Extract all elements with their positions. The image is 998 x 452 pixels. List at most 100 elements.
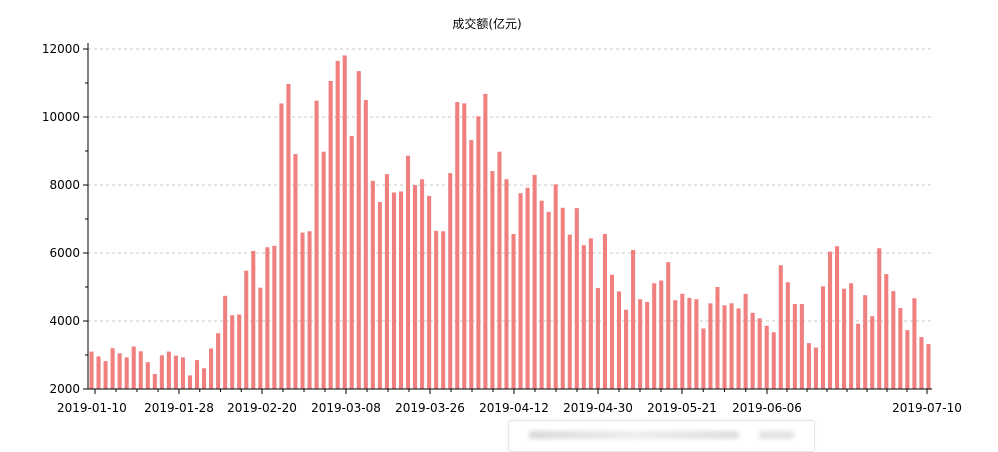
bar bbox=[680, 293, 685, 389]
grid-lines bbox=[88, 48, 932, 322]
bar bbox=[567, 234, 572, 389]
x-tick-label: 2019-01-28 bbox=[144, 401, 214, 415]
x-tick-label: 2019-04-12 bbox=[479, 401, 549, 415]
bar bbox=[708, 303, 713, 389]
bar bbox=[265, 247, 270, 389]
bar bbox=[616, 291, 622, 389]
tooltip-overlay bbox=[508, 420, 815, 452]
bar bbox=[194, 360, 200, 389]
bar bbox=[356, 71, 361, 389]
bar bbox=[223, 295, 228, 389]
bar bbox=[820, 286, 826, 389]
bar bbox=[258, 287, 263, 389]
bar bbox=[835, 246, 840, 389]
bar bbox=[750, 312, 755, 389]
bar bbox=[427, 195, 432, 389]
x-tick-label: 2019-06-06 bbox=[732, 401, 802, 415]
bar bbox=[581, 245, 586, 389]
bar bbox=[448, 173, 453, 389]
bar bbox=[652, 283, 657, 389]
bar bbox=[89, 351, 94, 389]
bar bbox=[624, 309, 629, 389]
bar bbox=[743, 293, 748, 389]
bar bbox=[609, 274, 615, 389]
bar bbox=[687, 297, 692, 389]
bar bbox=[891, 291, 896, 389]
bar bbox=[694, 299, 699, 389]
x-tick-label: 2019-03-08 bbox=[311, 401, 381, 415]
bar bbox=[659, 280, 664, 389]
bar bbox=[666, 262, 671, 389]
bar bbox=[504, 179, 509, 389]
bar bbox=[497, 151, 502, 389]
bar bbox=[722, 305, 727, 389]
bar bbox=[764, 325, 769, 389]
bar bbox=[286, 84, 291, 390]
x-tick-label: 2019-02-20 bbox=[227, 401, 297, 415]
bar bbox=[138, 351, 143, 389]
bar bbox=[912, 298, 917, 389]
bar bbox=[131, 346, 136, 389]
bar bbox=[842, 288, 847, 389]
bar bbox=[251, 250, 256, 389]
chart-container: 成交额(亿元) 2000 4000 6000 8000 10000 12000 2019-… bbox=[42, 16, 962, 452]
bar bbox=[532, 174, 537, 389]
bar bbox=[455, 102, 460, 389]
bar bbox=[856, 323, 861, 389]
bar bbox=[595, 288, 600, 389]
overlay-blur-text-2 bbox=[759, 431, 794, 439]
bar bbox=[321, 151, 326, 389]
bar bbox=[863, 295, 868, 389]
bar bbox=[279, 103, 284, 390]
bar bbox=[511, 233, 516, 389]
bar bbox=[469, 140, 474, 389]
bar bbox=[588, 238, 593, 389]
bar bbox=[293, 154, 298, 389]
x-tick-label: 2019-07-10 bbox=[892, 401, 962, 415]
bar bbox=[342, 55, 347, 390]
bar bbox=[926, 344, 931, 389]
overlay-blur-text bbox=[529, 431, 739, 439]
bar bbox=[919, 336, 924, 389]
bar bbox=[166, 351, 171, 389]
bar bbox=[202, 368, 207, 389]
x-tick-label: 2019-01-10 bbox=[57, 401, 127, 415]
x-tick-label: 2019-03-26 bbox=[395, 401, 465, 415]
bar bbox=[96, 356, 101, 389]
bar bbox=[518, 193, 523, 389]
bar-chart: 成交额(亿元) 2000 4000 6000 8000 10000 12000 2019-… bbox=[42, 16, 962, 415]
bar bbox=[152, 374, 157, 389]
bar bbox=[736, 308, 741, 389]
bar bbox=[420, 179, 425, 389]
bar bbox=[441, 231, 446, 389]
bar bbox=[370, 180, 375, 389]
bar bbox=[187, 375, 193, 389]
bar bbox=[813, 347, 818, 389]
bar bbox=[778, 265, 783, 389]
bar bbox=[110, 348, 115, 389]
bar bbox=[335, 60, 340, 390]
bar bbox=[771, 332, 776, 389]
bar bbox=[124, 357, 129, 389]
bar bbox=[159, 355, 164, 389]
x-tick-label: 2019-05-21 bbox=[647, 401, 717, 415]
bar bbox=[244, 270, 249, 389]
bar bbox=[237, 314, 242, 389]
y-tick-label: 8000 bbox=[49, 178, 80, 192]
bar bbox=[785, 282, 790, 389]
bar bbox=[413, 185, 418, 389]
bar bbox=[715, 287, 720, 389]
y-tick-label: 6000 bbox=[49, 246, 80, 260]
bar bbox=[877, 248, 882, 389]
bar bbox=[363, 100, 368, 389]
bar bbox=[103, 361, 108, 389]
bar bbox=[525, 187, 530, 389]
bar bbox=[884, 274, 889, 389]
bar bbox=[638, 299, 643, 389]
bar bbox=[645, 301, 650, 389]
bar bbox=[307, 231, 312, 389]
bar bbox=[209, 348, 214, 389]
bar bbox=[328, 80, 333, 390]
bar bbox=[462, 103, 467, 390]
bar bbox=[560, 207, 565, 389]
